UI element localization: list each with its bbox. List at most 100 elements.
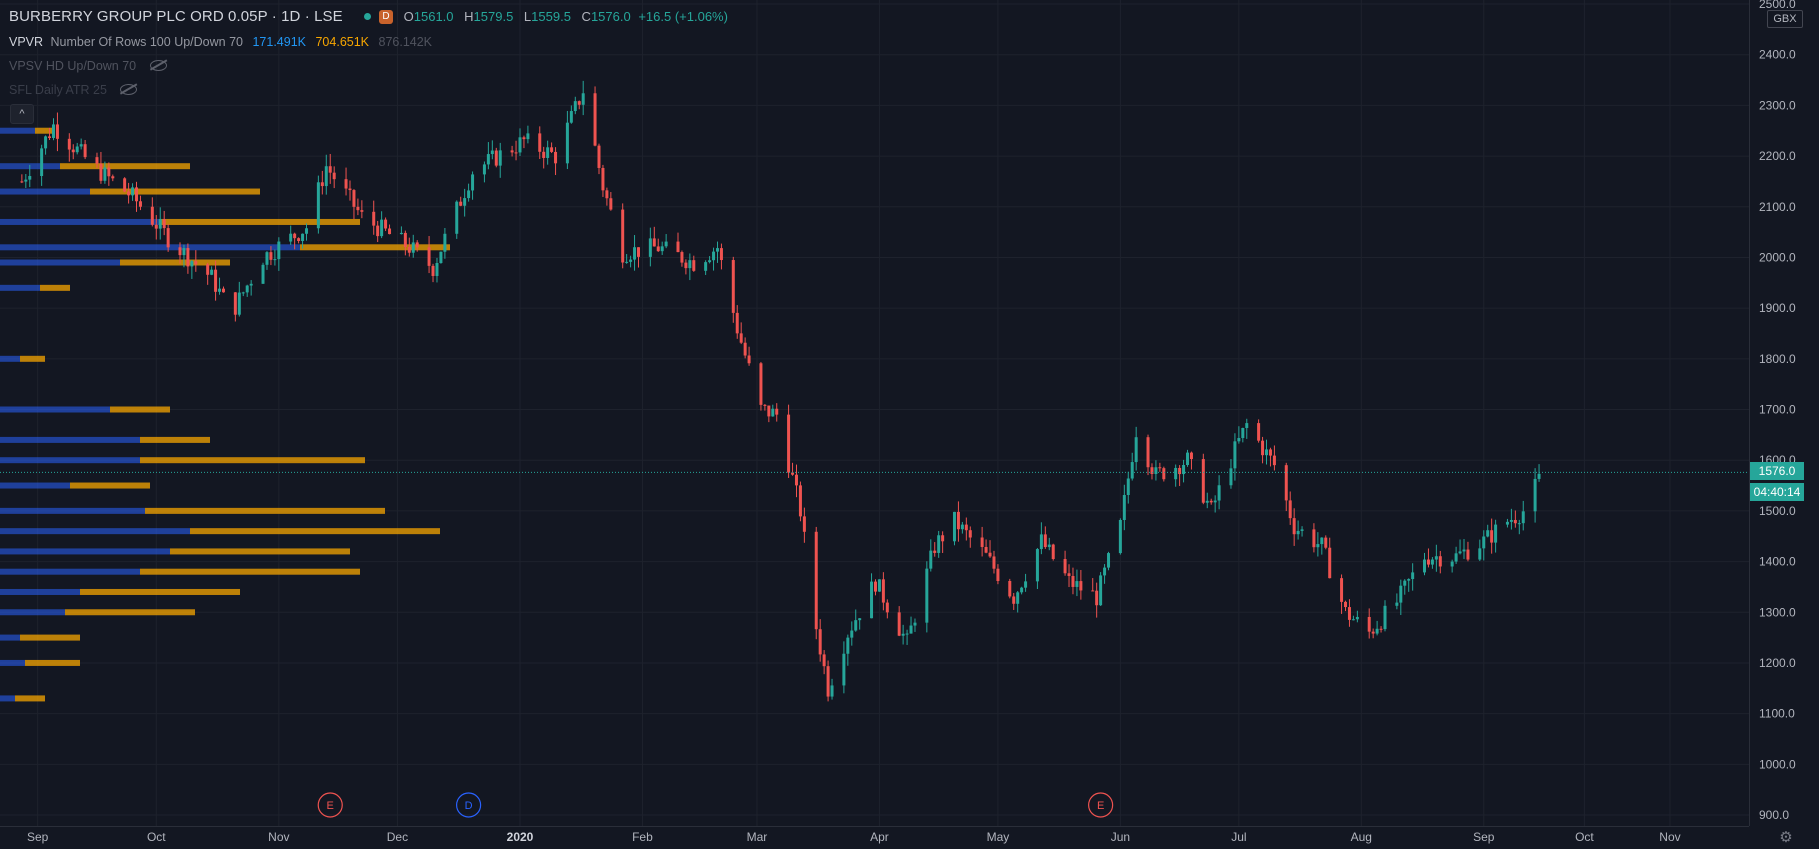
eye-hidden-icon[interactable] — [149, 60, 167, 72]
candle-body — [621, 209, 625, 263]
candle-body — [471, 174, 475, 191]
candle-body — [1537, 473, 1541, 479]
candle-body — [131, 187, 135, 196]
vpvr-legend[interactable]: VPVR Number Of Rows 100 Up/Down 70 171.4… — [9, 34, 432, 49]
candle-body — [166, 228, 170, 248]
candle-body — [739, 333, 743, 343]
candle-body — [743, 342, 747, 356]
candle-body — [569, 111, 573, 123]
dividend-marker[interactable]: D — [456, 792, 482, 818]
candle-body — [1186, 452, 1190, 465]
candle-body — [846, 637, 850, 654]
event-marker-label: D — [465, 800, 473, 812]
candle-body — [1288, 500, 1292, 519]
vpsv-legend[interactable]: VPSV HD Up/Down 70 — [9, 58, 167, 73]
candle-body — [629, 259, 633, 262]
candle-body — [775, 408, 779, 415]
symbol-title[interactable]: BURBERRY GROUP PLC ORD 0.05P · 1D · LSE — [9, 8, 343, 26]
candle-body — [941, 535, 945, 542]
candle-body — [933, 550, 937, 553]
candle-body — [1095, 590, 1099, 606]
earnings-marker[interactable]: E — [1088, 792, 1114, 818]
candle-body — [956, 511, 960, 530]
time-axis-border — [0, 826, 1749, 827]
candle-body — [1008, 580, 1012, 597]
candle-body — [79, 144, 83, 147]
candle-body — [1383, 605, 1387, 630]
candle-body — [759, 363, 763, 405]
candle-body — [459, 201, 463, 206]
candle-body — [885, 602, 889, 613]
atr-legend[interactable]: SFL Daily ATR 25 — [9, 82, 138, 97]
candle-body — [518, 137, 522, 153]
candle-body — [897, 612, 901, 636]
bar-countdown-label: 04:40:14 — [1750, 483, 1804, 501]
candle-body — [984, 546, 988, 553]
earnings-marker[interactable]: E — [317, 792, 343, 818]
candle-body — [1265, 449, 1269, 456]
candle-body — [411, 242, 415, 253]
price-tick-label: 1500.0 — [1759, 504, 1796, 518]
candle-body — [877, 579, 881, 592]
candle-body — [1099, 575, 1103, 606]
price-tick-label: 2300.0 — [1759, 98, 1796, 112]
time-tick-label: Oct — [147, 830, 166, 844]
candle-body — [1505, 521, 1509, 525]
candle-body — [1423, 559, 1427, 573]
volume-profile-down-bar — [15, 695, 45, 702]
candle-body — [380, 219, 384, 237]
candle-body — [482, 164, 486, 175]
high-value: 1579.5 — [473, 9, 514, 25]
candle-body — [316, 182, 320, 229]
candle-body — [498, 150, 502, 166]
volume-profile-up-bar — [0, 259, 120, 266]
candle-body — [1063, 559, 1067, 574]
candle-body — [348, 188, 352, 191]
price-tick-label: 2400.0 — [1759, 48, 1796, 62]
candle-body — [55, 124, 59, 139]
volume-profile-down-bar — [20, 634, 80, 641]
candle-body — [1071, 575, 1075, 587]
candle-body — [1296, 530, 1300, 535]
time-tick-label: Aug — [1351, 830, 1372, 844]
candle-body — [1411, 572, 1415, 580]
candle-body — [1521, 511, 1525, 524]
collapse-legend-button[interactable]: ^ — [10, 104, 34, 124]
vpvr-total-volume: 876.142K — [378, 34, 433, 49]
candle-body — [794, 474, 798, 486]
candle-body — [135, 187, 139, 202]
price-tick-label: 2500.0 — [1759, 0, 1796, 11]
price-tick-label: 1900.0 — [1759, 301, 1796, 315]
candle-body — [1012, 596, 1016, 604]
candle-body — [546, 147, 550, 158]
volume-profile-up-bar — [0, 609, 65, 616]
candle-body — [1189, 452, 1193, 460]
candle-body — [376, 225, 380, 237]
candle-body — [652, 238, 656, 247]
currency-badge[interactable]: GBX — [1767, 10, 1803, 28]
candle-body — [1482, 536, 1486, 549]
low-label: L — [523, 9, 532, 25]
candle-body — [431, 265, 435, 276]
candle-body — [194, 261, 198, 265]
candle-body — [980, 537, 984, 547]
candle-body — [510, 150, 514, 153]
candle-body — [1091, 590, 1095, 592]
candle-body — [1478, 548, 1482, 560]
volume-profile-down-bar — [190, 528, 440, 535]
candle-body — [123, 178, 127, 192]
candle-body — [1257, 423, 1261, 441]
eye-hidden-icon[interactable] — [120, 84, 138, 96]
candle-body — [356, 206, 360, 211]
candle-body — [1130, 462, 1134, 479]
gear-icon[interactable]: ⚙ — [1779, 829, 1793, 846]
candle-body — [542, 151, 546, 158]
candle-body — [1466, 549, 1470, 560]
candle-body — [494, 150, 498, 166]
candle-body — [787, 414, 791, 473]
volume-profile-up-bar — [0, 127, 35, 134]
candle-body — [178, 247, 182, 256]
volume-profile-down-bar — [70, 482, 150, 489]
